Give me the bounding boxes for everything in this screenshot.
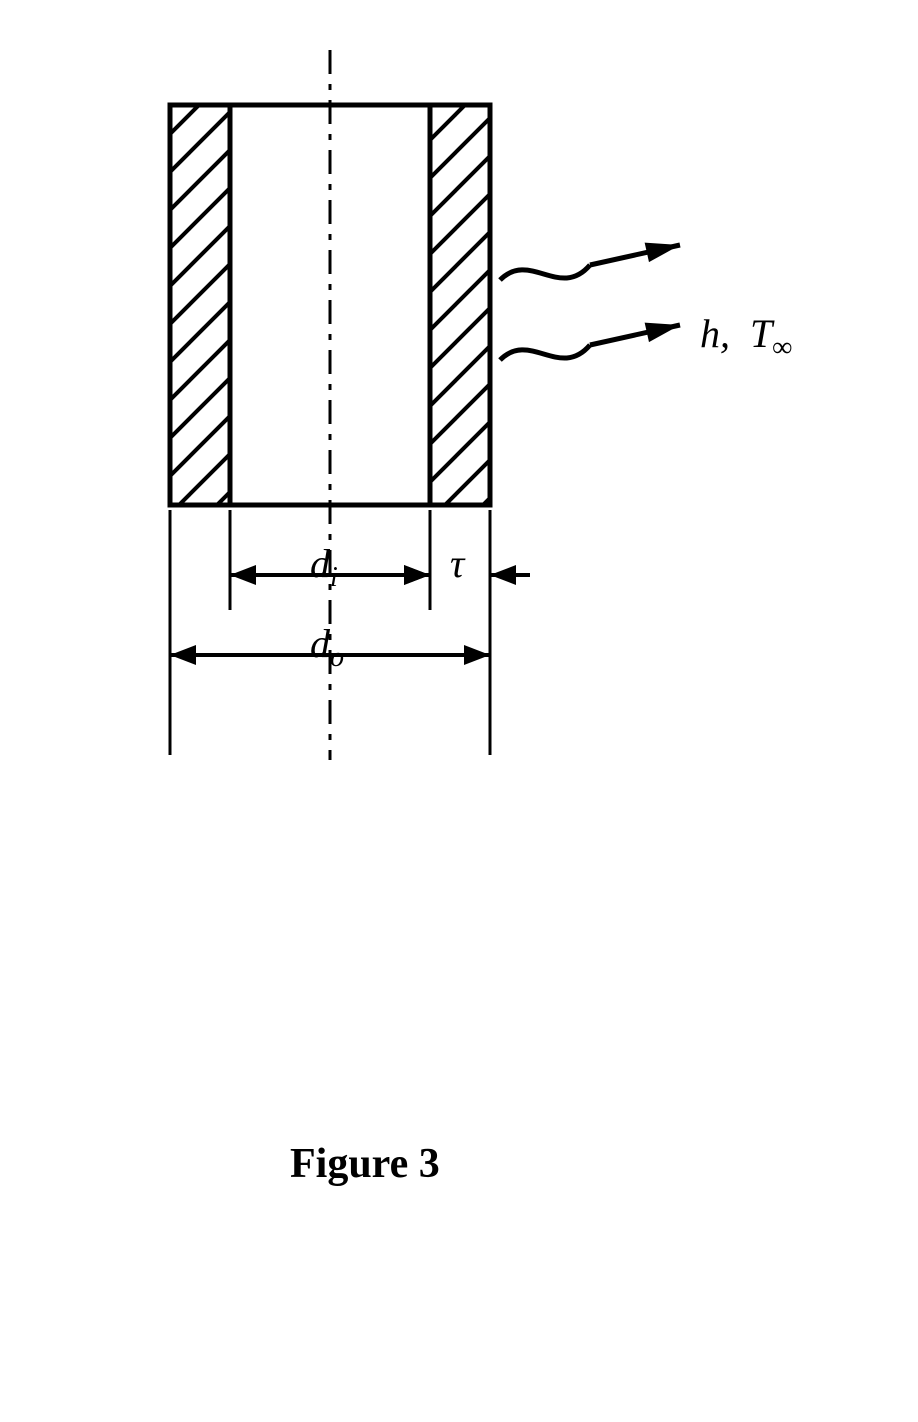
convection-label: h, T∞: [700, 310, 792, 364]
dim-label-d_o: do: [310, 620, 344, 674]
figure-svg: [0, 0, 918, 1422]
figure-caption: Figure 3: [290, 1140, 440, 1188]
dim-label-tau: τ: [450, 540, 464, 587]
dim-label-d_i: di: [310, 540, 338, 594]
